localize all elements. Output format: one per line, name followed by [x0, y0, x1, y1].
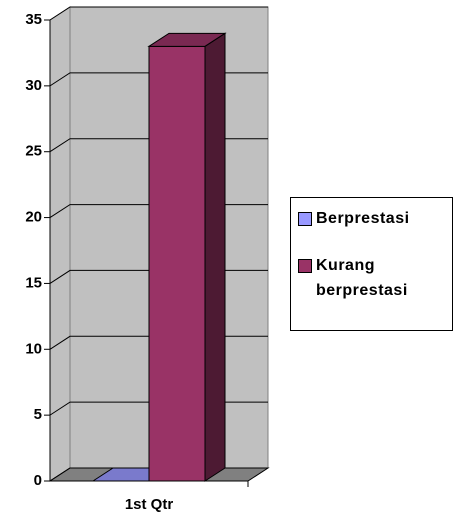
y-tick-label: 10 [25, 340, 42, 357]
legend-item: Kurang berprestasi [298, 253, 448, 303]
legend-label: Kurang berprestasi [316, 257, 408, 299]
bar-top [147, 32, 227, 47]
y-tick-label: 25 [25, 143, 42, 160]
legend-swatch [298, 259, 312, 273]
legend-swatch [298, 212, 312, 226]
y-tick-label: 5 [34, 406, 42, 423]
bar [147, 32, 227, 482]
side-wall [49, 6, 71, 482]
bar-side [204, 32, 226, 482]
y-tick-label: 35 [25, 11, 42, 28]
y-tick-label: 30 [25, 77, 42, 94]
legend-label: Berprestasi [316, 210, 410, 227]
legend-item: Berprestasi [298, 206, 448, 231]
y-tick-label: 0 [34, 472, 42, 489]
bar-front [148, 45, 206, 482]
y-tick-label: 15 [25, 274, 42, 291]
grid-line [49, 6, 268, 21]
legend: Berprestasi Kurang berprestasi [290, 197, 453, 331]
y-tick-label: 20 [25, 209, 42, 226]
x-tick-label: 1st Qtr [125, 496, 174, 513]
